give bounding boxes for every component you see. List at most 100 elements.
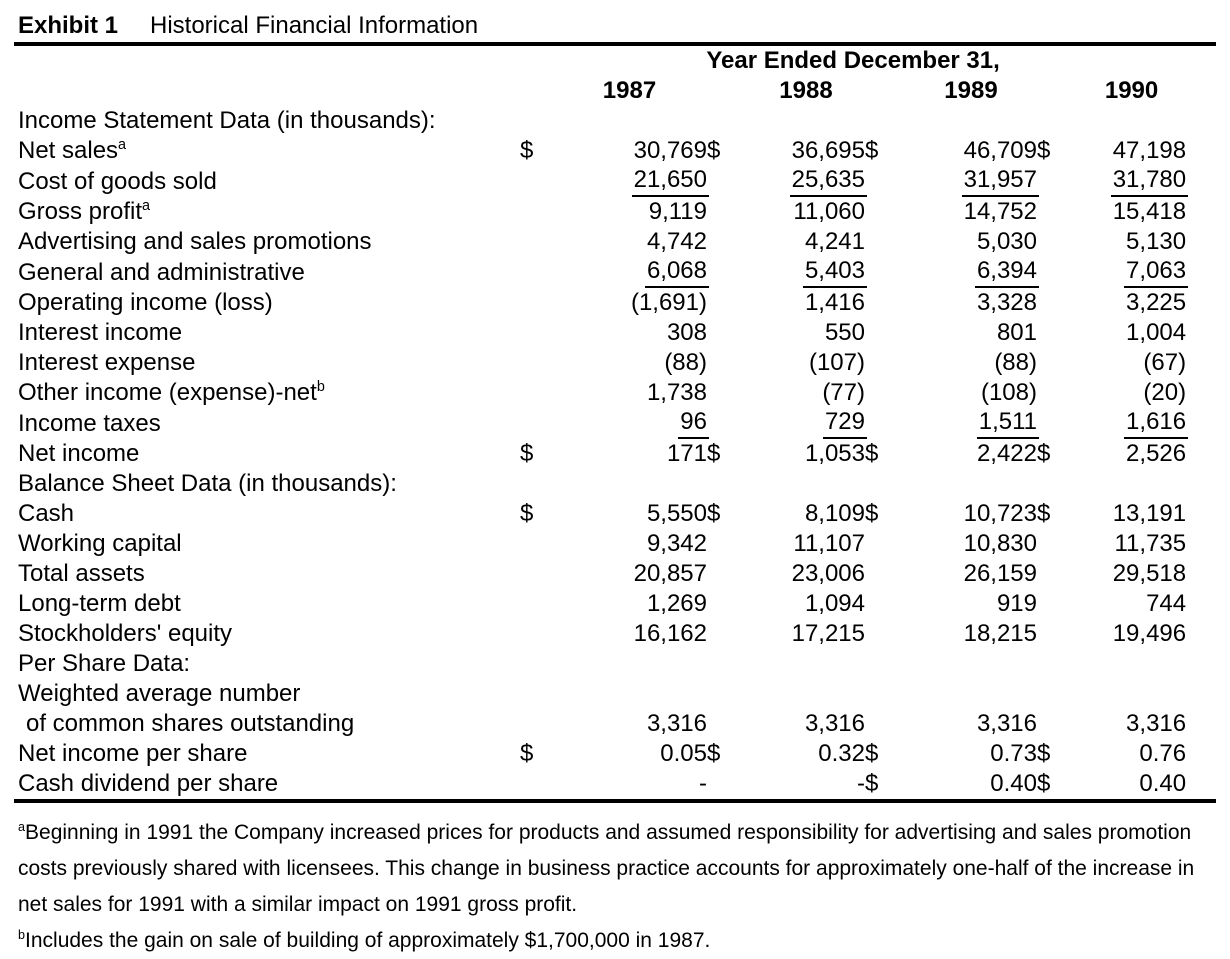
dollar-sign-cell: [1037, 529, 1077, 559]
section-label: Income Statement Data (in thousands):: [18, 107, 436, 134]
dollar-sign-cell: [707, 679, 747, 709]
footnote-a-text: Beginning in 1991 the Company increased …: [18, 821, 1195, 916]
dollar-sign-cell: [865, 529, 905, 559]
value-cell: 6,068: [552, 257, 709, 288]
bottom-double-rule: [14, 799, 1216, 803]
value-cell: 0.40: [1139, 770, 1187, 797]
dollar-sign-cell: [707, 559, 747, 589]
value-cell: [552, 679, 707, 709]
year-column-header: 1989: [944, 77, 998, 104]
row-label: Weighted average number: [18, 680, 301, 707]
dollar-sign-cell: [865, 619, 905, 649]
value-cell: 96: [552, 408, 709, 439]
dollar-sign-cell: $: [707, 500, 721, 527]
dollar-sign-cell: [707, 529, 747, 559]
value-cell: 5,030: [976, 228, 1037, 255]
dollar-sign-cell: [520, 378, 552, 408]
value-cell: 1,738: [646, 379, 707, 406]
data-row: Other income (expense)-netb 1,738 (77) (108…: [18, 378, 1186, 408]
value-cell: 29,518: [1112, 560, 1187, 587]
footnote-b-marker: b: [18, 928, 26, 942]
dollar-sign-cell: [1037, 257, 1077, 288]
value-cell: 20,857: [633, 560, 707, 587]
data-row: Long-term debt 1,269 1,094 919 744: [18, 589, 1186, 619]
dollar-sign-cell: [520, 559, 552, 589]
dollar-sign-cell: [865, 408, 905, 439]
value-cell: 9,119: [648, 198, 707, 225]
dollar-sign-cell: $: [1037, 770, 1051, 797]
dollar-sign-cell: [1037, 709, 1077, 739]
section-row: Income Statement Data (in thousands):: [18, 106, 1186, 136]
value-cell: 13,191: [1112, 500, 1187, 527]
row-label: Net income per share: [18, 740, 248, 767]
value-cell: (77): [822, 379, 865, 406]
footnote-ref: a: [118, 137, 127, 153]
value-cell: 550: [824, 319, 865, 346]
row-label: Income taxes: [18, 409, 161, 437]
dollar-sign-cell: [1037, 408, 1077, 439]
empty-cell: [865, 76, 905, 106]
value-cell: 16,162: [633, 620, 707, 647]
value-cell: [1077, 679, 1186, 709]
value-cell: 1,511: [905, 408, 1039, 439]
data-row: Stockholders' equity 16,162 17,215 18,215 19…: [18, 619, 1186, 649]
empty-cell: [1037, 76, 1077, 106]
dollar-sign-cell: $: [865, 740, 879, 767]
footnote-ref: b: [316, 379, 325, 395]
row-label: Interest expense: [18, 349, 196, 376]
data-row: Cost of goods sold 21,650 25,635 31,957 31,7…: [18, 166, 1189, 197]
value-cell: 308: [666, 319, 707, 346]
value-cell: [905, 679, 1037, 709]
dollar-sign-cell: [520, 408, 552, 439]
data-row: Operating income (loss) (1,691) 1,416 3,328…: [18, 288, 1186, 318]
dollar-sign-cell: [707, 318, 747, 348]
year-column-header: 1990: [1104, 77, 1159, 104]
value-cell: 744: [1146, 590, 1187, 617]
footnote-b-text: Includes the gain on sale of building of…: [25, 929, 711, 952]
dollar-sign-cell: [520, 679, 552, 709]
footnote-a-marker: a: [18, 820, 26, 834]
dollar-sign-cell: $: [865, 770, 879, 797]
value-cell: 23,006: [791, 560, 865, 587]
empty-cell: [520, 76, 552, 106]
data-row: Cash $5,550 $8,109 $10,723 $13,191: [18, 499, 1186, 529]
value-cell: 6,394: [905, 257, 1039, 288]
dollar-sign-cell: [520, 197, 552, 227]
footnote-ref: a: [142, 198, 151, 214]
year-ended-header: Year Ended December 31,: [706, 47, 1000, 74]
value-cell: 17,215: [791, 620, 865, 647]
row-label: Total assets: [18, 560, 145, 587]
dollar-sign-cell: [520, 348, 552, 378]
value-cell: 729: [747, 408, 867, 439]
dollar-sign-cell: [865, 288, 905, 318]
value-cell: 8,109: [804, 500, 865, 527]
row-label: Operating income (loss): [18, 289, 273, 316]
value-cell: 1,269: [646, 590, 707, 617]
value-cell: 10,830: [963, 530, 1037, 557]
section-row: Per Share Data:: [18, 649, 1186, 679]
data-row: Total assets 20,857 23,006 26,159 29,518: [18, 559, 1186, 589]
value-cell: 26,159: [963, 560, 1037, 587]
value-cell: 3,316: [976, 710, 1037, 737]
dollar-sign-cell: [707, 227, 747, 257]
value-cell: 11,060: [793, 198, 865, 225]
value-cell: 5,130: [1126, 228, 1187, 255]
footnote-b: bIncludes the gain on sale of building o…: [18, 923, 1218, 959]
dollar-sign-cell: [1037, 679, 1077, 709]
page-title: Historical Financial Information: [150, 12, 479, 39]
value-cell: 4,742: [646, 228, 707, 255]
section-label: Per Share Data:: [18, 650, 191, 677]
dollar-sign-cell: [865, 166, 905, 197]
value-cell: (107): [808, 349, 865, 376]
row-label: Stockholders' equity: [18, 620, 233, 647]
data-row: Cash dividend per share - - $0.40 $0.40: [18, 769, 1186, 799]
dollar-sign-cell: [865, 378, 905, 408]
value-cell: 31,957: [905, 166, 1039, 197]
value-cell: 7,063: [1077, 257, 1189, 288]
dollar-sign-cell: [1037, 288, 1077, 318]
data-row: Interest income 308 550 801 1,004: [18, 318, 1186, 348]
value-cell: 0.32: [818, 740, 865, 767]
dollar-sign-cell: [520, 288, 552, 318]
value-cell: (88): [994, 349, 1037, 376]
dollar-sign-cell: [707, 408, 747, 439]
